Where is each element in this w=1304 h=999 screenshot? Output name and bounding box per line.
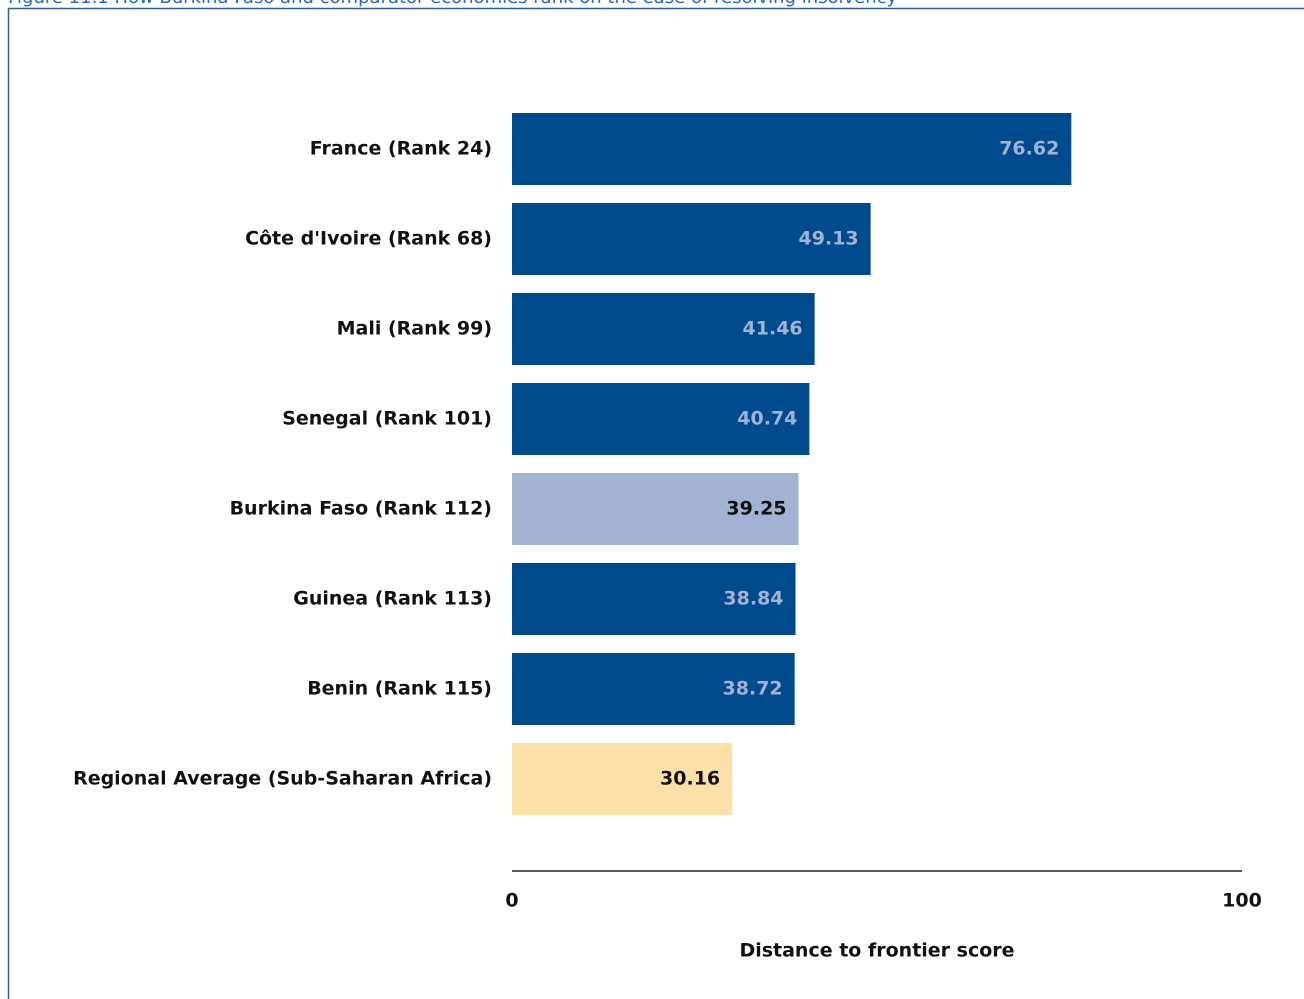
bar [512, 743, 733, 815]
bar [512, 203, 871, 275]
x-axis-label: Distance to frontier score [739, 940, 1014, 962]
frame [7, 7, 1304, 999]
value-label: 76.62 [999, 138, 1059, 160]
y-tick-label: Benin (Rank 115) [307, 678, 492, 700]
bar [512, 383, 810, 455]
y-tick-label: Mali (Rank 99) [337, 318, 492, 340]
x-tick-label: 100 [1222, 890, 1262, 912]
x-tick-label: 0 [505, 890, 518, 912]
y-tick-label: Regional Average (Sub-Saharan Africa) [73, 768, 492, 790]
bar [512, 563, 796, 635]
bar [512, 473, 799, 545]
y-tick-label: Côte d'Ivoire (Rank 68) [245, 228, 492, 250]
y-tick-label: Senegal (Rank 101) [282, 408, 492, 430]
y-tick-label: France (Rank 24) [310, 138, 492, 160]
value-label: 49.13 [799, 228, 859, 250]
y-tick-label: Guinea (Rank 113) [293, 588, 492, 610]
bar [512, 113, 1072, 185]
bar [512, 293, 815, 365]
value-label: 38.72 [723, 678, 783, 700]
value-label: 30.16 [660, 768, 720, 790]
value-label: 40.74 [737, 408, 797, 430]
value-label: 41.46 [743, 318, 803, 340]
bar [512, 653, 795, 725]
value-label: 38.84 [723, 588, 783, 610]
y-tick-label: Burkina Faso (Rank 112) [230, 498, 492, 520]
value-label: 39.25 [726, 498, 786, 520]
chart-title: Figure 11.1 How Burkina Faso and compara… [8, 0, 898, 8]
